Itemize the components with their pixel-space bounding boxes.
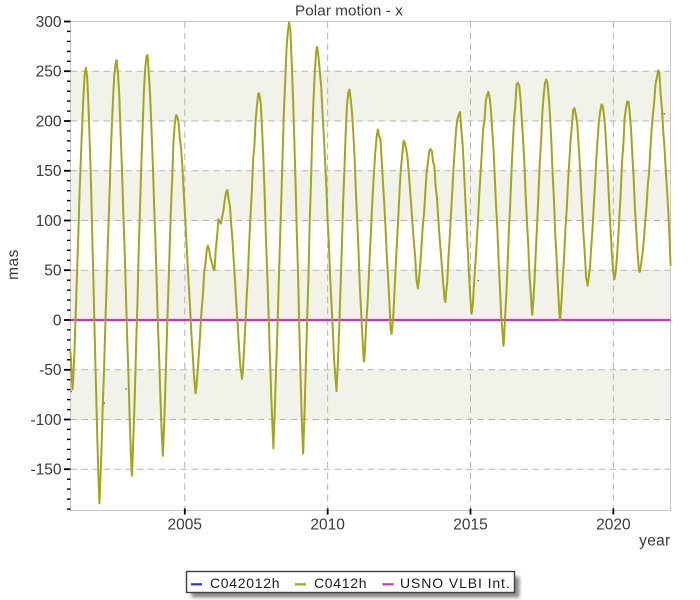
svg-text:100: 100 xyxy=(36,213,62,230)
svg-text:year: year xyxy=(639,533,670,550)
svg-text:C042012h: C042012h xyxy=(210,575,280,591)
svg-text:mas: mas xyxy=(5,249,22,280)
svg-text:2020: 2020 xyxy=(596,517,631,534)
svg-text:-50: -50 xyxy=(39,362,62,379)
svg-text:200: 200 xyxy=(36,113,62,130)
svg-text:C0412h: C0412h xyxy=(314,575,367,591)
svg-text:150: 150 xyxy=(36,163,62,180)
svg-text:50: 50 xyxy=(44,263,62,280)
svg-text:2015: 2015 xyxy=(453,517,487,534)
svg-text:2010: 2010 xyxy=(310,517,345,534)
svg-text:-100: -100 xyxy=(30,412,61,429)
svg-text:300: 300 xyxy=(36,14,62,31)
svg-text:0: 0 xyxy=(53,312,62,329)
svg-text:2005: 2005 xyxy=(168,517,202,534)
svg-text:Polar motion - x: Polar motion - x xyxy=(295,3,403,20)
svg-text:USNO VLBI Int.: USNO VLBI Int. xyxy=(400,575,511,591)
svg-text:-150: -150 xyxy=(30,462,61,479)
svg-text:250: 250 xyxy=(36,64,62,81)
